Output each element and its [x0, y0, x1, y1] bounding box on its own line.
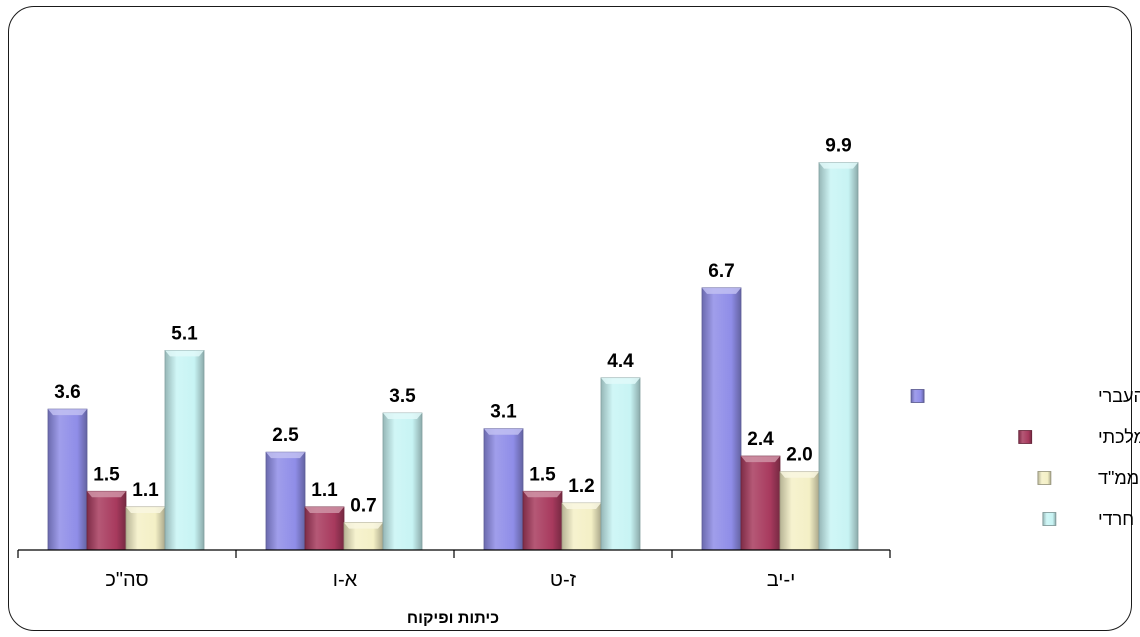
x-tick-label-4: י-יב	[767, 569, 796, 591]
bar-bevel-3-3	[562, 503, 601, 510]
legend-item-4: חרדי	[1042, 509, 1134, 529]
bar-bevel-1-3	[484, 428, 523, 435]
bar-bevel-1-4	[702, 287, 741, 294]
data-label-4-4: 9.9	[825, 136, 851, 157]
data-label-4-3: 4.4	[607, 351, 634, 372]
bar-1-2	[265, 451, 306, 551]
bar-1-4	[701, 287, 742, 551]
data-label-1-3: 3.1	[490, 402, 517, 423]
legend-label-3: ממ"ד	[1098, 468, 1139, 488]
bar-3-1	[125, 506, 166, 551]
bar-bevel-4-3	[601, 377, 640, 384]
bar-bevel-1-2	[266, 452, 305, 459]
data-label-3-3: 1.2	[568, 476, 594, 497]
bar-bevel-4-4	[819, 162, 858, 169]
bar-bevel-1-1	[48, 409, 87, 416]
data-label-2-4: 2.4	[747, 429, 774, 450]
bar-4-4	[818, 162, 859, 551]
bar-bevel-2-2	[305, 506, 344, 513]
bar-3-4	[779, 471, 820, 551]
bar-2-1	[86, 490, 127, 551]
bar-bevel-2-3	[523, 491, 562, 498]
bar-3-3	[561, 502, 602, 551]
legend-swatch-3	[1037, 471, 1052, 485]
legend: תלמידים במגזר העברי ממלכתי ממ"ד חרדי	[910, 386, 1140, 529]
bar-2-4	[740, 455, 781, 551]
legend-item-3: ממ"ד	[1037, 468, 1139, 488]
data-label-4-2: 3.5	[389, 386, 416, 407]
bar-bevel-3-4	[780, 471, 819, 478]
x-tick-label-2: א-ו	[333, 569, 358, 591]
data-label-3-2: 0.7	[350, 496, 376, 517]
x-tick-label-1: סה"כ	[105, 569, 148, 591]
legend-item-2: ממלכתי	[1018, 427, 1140, 447]
legend-item-1: תלמידים במגזר העברי	[910, 386, 1140, 406]
data-label-1-2: 2.5	[272, 425, 299, 446]
bar-bevel-3-2	[344, 522, 383, 529]
legend-swatch-2	[1018, 430, 1033, 444]
data-label-4-1: 5.1	[171, 323, 198, 344]
data-label-3-4: 2.0	[786, 445, 812, 466]
data-label-2-1: 1.5	[93, 464, 120, 485]
bar-bevel-2-1	[87, 491, 126, 498]
bar-bevel-3-1	[126, 506, 165, 513]
bar-4-1	[164, 350, 205, 551]
bar-4-2	[382, 412, 423, 551]
data-label-3-1: 1.1	[132, 480, 159, 501]
x-tick-label-3: ז-ט	[550, 569, 577, 591]
bar-bevel-2-4	[741, 456, 780, 463]
legend-swatch-4	[1042, 512, 1057, 526]
bar-2-2	[304, 506, 345, 551]
bar-bevel-4-2	[383, 413, 422, 420]
legend-label-2: ממלכתי	[1098, 427, 1140, 447]
data-label-2-3: 1.5	[529, 464, 556, 485]
bars-layer	[47, 162, 859, 551]
data-label-1-4: 6.7	[708, 261, 734, 282]
data-labels-layer: 3.6 1.5 1.1 5.1 2.5 1.1 0.7 3.5 3.1 1.5 1.2 4.4 6.7 2…	[54, 136, 851, 517]
x-tick-labels: סה"כ א-ו ז-ט י-יב	[105, 569, 795, 591]
data-label-1-1: 3.6	[54, 382, 80, 403]
bar-1-3	[483, 428, 524, 551]
legend-swatch-1	[910, 389, 925, 403]
bar-4-3	[600, 377, 641, 551]
bar-bevel-4-1	[165, 350, 204, 357]
legend-label-4: חרדי	[1098, 509, 1134, 529]
legend-label-1: תלמידים במגזר העברי	[1098, 386, 1140, 406]
bar-1-1	[47, 408, 88, 551]
x-axis-title: כיתות ופיקוח	[407, 610, 499, 627]
bar-2-3	[522, 490, 563, 551]
x-axis	[17, 549, 891, 558]
data-label-2-2: 1.1	[311, 480, 338, 501]
